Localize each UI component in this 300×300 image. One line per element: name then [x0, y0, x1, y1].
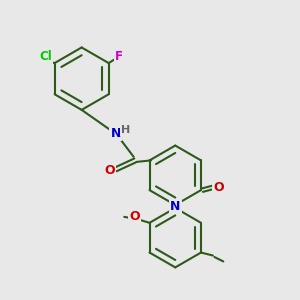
Text: O: O — [105, 164, 115, 177]
Text: H: H — [121, 125, 130, 135]
Text: O: O — [129, 210, 140, 224]
Text: Cl: Cl — [39, 50, 52, 63]
Text: O: O — [214, 181, 224, 194]
Text: F: F — [115, 50, 123, 63]
Text: N: N — [170, 200, 181, 213]
Text: N: N — [111, 127, 121, 140]
